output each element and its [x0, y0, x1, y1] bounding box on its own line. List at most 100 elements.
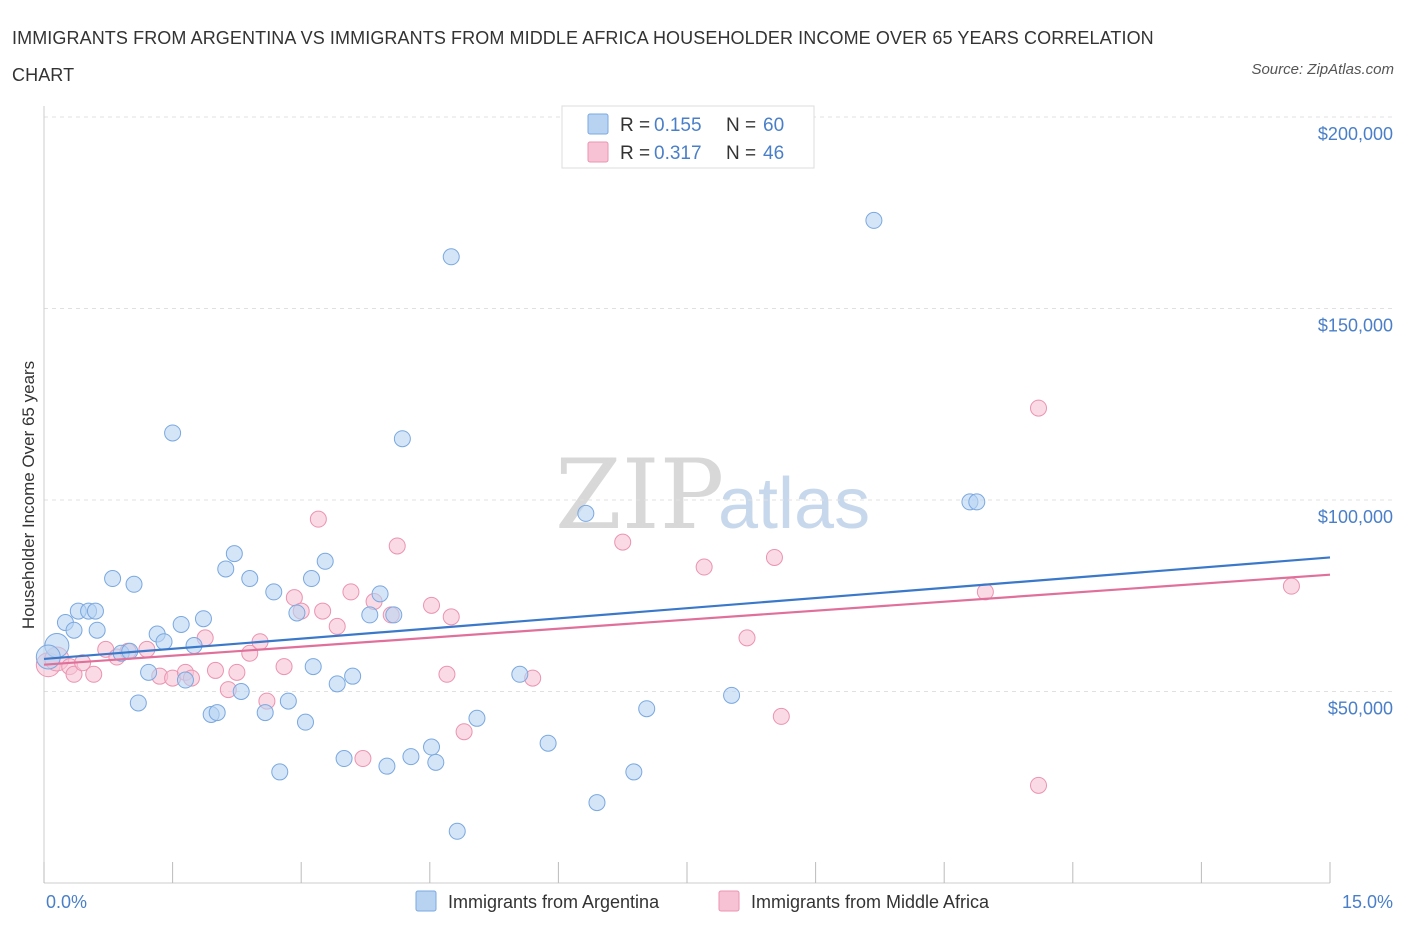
- x-axis-ticks: [43, 862, 1331, 883]
- x-tick-label-min: 0.0%: [46, 892, 87, 912]
- data-point: [738, 629, 756, 647]
- data-point: [176, 671, 194, 689]
- data-point: [335, 750, 353, 768]
- data-point: [225, 545, 243, 563]
- data-point: [354, 750, 372, 768]
- data-point: [765, 548, 783, 566]
- data-point: [1030, 399, 1048, 417]
- data-point: [217, 560, 235, 578]
- data-point: [296, 713, 314, 731]
- data-point: [393, 430, 411, 448]
- data-point: [172, 615, 190, 633]
- data-point: [155, 633, 173, 651]
- data-point: [206, 661, 224, 679]
- data-point: [228, 663, 246, 681]
- data-point: [772, 707, 790, 725]
- data-point: [511, 665, 529, 683]
- data-point: [438, 665, 456, 683]
- legend-r-value-argentina: 0.155: [654, 115, 702, 136]
- data-point: [328, 675, 346, 693]
- data-point: [241, 570, 259, 588]
- legend-n-value-middle-africa: 46: [763, 143, 784, 164]
- data-point: [638, 700, 656, 718]
- data-point: [275, 658, 293, 676]
- data-point: [344, 667, 362, 685]
- watermark-atlas: atlas: [718, 464, 870, 544]
- data-point: [625, 763, 643, 781]
- legend-swatch-middle-africa: [587, 141, 609, 163]
- legend-n-label-argentina: N =: [726, 115, 756, 136]
- y-tick-label: $150,000: [1318, 316, 1393, 336]
- data-point: [129, 694, 147, 712]
- data-point: [65, 665, 83, 683]
- data-point: [279, 692, 297, 710]
- data-point: [85, 665, 103, 683]
- y-tick-label: $100,000: [1318, 507, 1393, 527]
- chart-title: IMMIGRANTS FROM ARGENTINA VS IMMIGRANTS …: [12, 28, 1154, 85]
- data-point: [588, 794, 606, 812]
- data-point: [442, 608, 460, 626]
- data-point: [164, 424, 182, 442]
- series-argentina-points: [35, 211, 986, 840]
- data-point: [88, 621, 106, 639]
- data-point: [378, 757, 396, 775]
- legend-n-value-argentina: 60: [763, 115, 784, 136]
- data-point: [402, 748, 420, 766]
- data-point: [194, 610, 212, 628]
- data-point: [271, 763, 289, 781]
- data-point: [1282, 577, 1300, 595]
- bottom-legend-label-argentina: Immigrants from Argentina: [448, 892, 660, 912]
- legend-swatch-argentina: [587, 113, 609, 135]
- data-point: [442, 248, 460, 266]
- y-tick-label: $50,000: [1328, 699, 1393, 719]
- data-point: [342, 583, 360, 601]
- stats-legend: R = 0.155 N = 60 R = 0.317 N = 46: [561, 105, 815, 169]
- y-tick-label: $200,000: [1318, 124, 1393, 144]
- data-point: [614, 533, 632, 551]
- data-point: [427, 753, 445, 771]
- legend-r-value-middle-africa: 0.317: [654, 143, 702, 164]
- data-point: [423, 596, 441, 614]
- bottom-legend-swatch-argentina: [415, 890, 437, 912]
- data-point: [65, 621, 83, 639]
- data-point: [208, 704, 226, 722]
- data-point: [302, 570, 320, 588]
- data-point: [388, 537, 406, 555]
- data-point: [185, 637, 203, 655]
- data-point: [577, 504, 595, 522]
- data-point: [309, 510, 327, 528]
- data-point: [328, 617, 346, 635]
- data-point: [455, 723, 473, 741]
- data-point: [256, 704, 274, 722]
- series-legend: Immigrants from Argentina Immigrants fro…: [415, 890, 990, 912]
- data-point: [361, 606, 379, 624]
- data-point: [385, 606, 403, 624]
- data-point: [968, 493, 986, 511]
- data-point: [865, 211, 883, 229]
- data-point: [304, 658, 322, 676]
- data-point: [232, 683, 250, 700]
- y-tick-labels: $50,000 $100,000 $150,000 $200,000: [1318, 124, 1393, 719]
- data-point: [288, 604, 306, 622]
- trend-line-middle-africa: [43, 573, 1331, 666]
- data-point: [314, 602, 332, 620]
- data-point: [371, 585, 389, 603]
- data-point: [695, 558, 713, 576]
- data-point: [468, 709, 486, 727]
- bottom-legend-swatch-middle-africa: [718, 890, 740, 912]
- x-tick-label-max: 15.0%: [1342, 892, 1393, 912]
- data-point: [140, 663, 158, 681]
- bottom-legend-label-middle-africa: Immigrants from Middle Africa: [751, 892, 990, 912]
- source-label: Source: ZipAtlas.com: [1251, 61, 1394, 78]
- data-point: [448, 822, 466, 840]
- data-point: [265, 583, 283, 601]
- data-point: [316, 552, 334, 570]
- watermark-zip: ZIP: [555, 439, 724, 551]
- data-point: [539, 734, 557, 752]
- trend-line-argentina: [43, 556, 1331, 661]
- data-point: [104, 570, 122, 588]
- data-point: [125, 575, 143, 593]
- legend-r-label-middle-africa: R =: [620, 143, 650, 164]
- data-point: [86, 602, 104, 620]
